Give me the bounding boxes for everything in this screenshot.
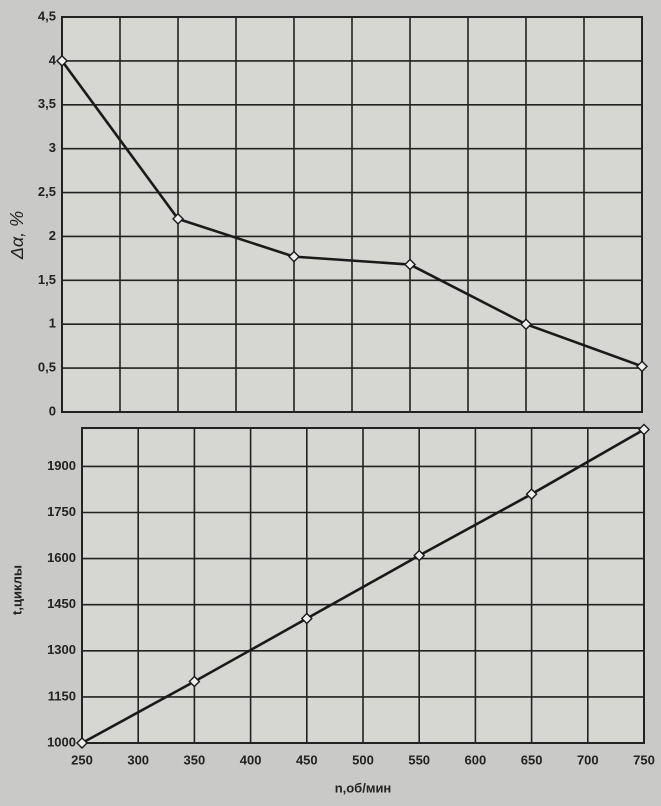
y-tick-label: 1450 (47, 596, 76, 611)
data-point (413, 549, 426, 562)
data-line (81, 428, 645, 745)
data-point (56, 54, 68, 67)
x-tick-label: 600 (465, 752, 487, 767)
y-tick-label: 1750 (47, 504, 76, 519)
y-tick-label: 3 (49, 140, 56, 155)
y-tick-label: 1,5 (38, 272, 56, 287)
data-line (60, 60, 643, 368)
data-point (525, 488, 538, 501)
data-point (520, 318, 532, 331)
x-tick-label: 750 (633, 752, 655, 767)
x-tick-label: 300 (127, 752, 149, 767)
data-point (172, 212, 184, 225)
y-axis-label: Δα, % (7, 211, 27, 260)
y-tick-label: 1150 (48, 688, 76, 703)
data-point (638, 423, 650, 436)
y-tick-label: 1900 (47, 458, 76, 473)
y-tick-label: 3,5 (38, 96, 56, 111)
y-tick-label: 1600 (47, 550, 76, 565)
y-tick-label: 0 (49, 403, 56, 418)
y-tick-label: 1000 (47, 734, 76, 749)
x-tick-label: 350 (184, 752, 206, 767)
x-tick-label: 250 (71, 752, 93, 767)
x-tick-label: 450 (296, 752, 318, 767)
y-tick-label: 0,5 (38, 360, 56, 375)
data-point (288, 250, 300, 263)
x-tick-label: 500 (352, 752, 374, 767)
y-axis-label: t,циклы (9, 565, 24, 615)
y-tick-label: 1 (49, 316, 56, 331)
y-tick-label: 4 (49, 52, 57, 67)
y-tick-label: 2 (49, 228, 56, 243)
data-point (300, 612, 313, 625)
x-tick-label: 700 (577, 752, 599, 767)
y-tick-label: 2,5 (38, 184, 56, 199)
x-tick-label: 650 (521, 752, 543, 767)
data-point (76, 737, 88, 749)
x-axis-label: n,об/мин (335, 780, 392, 795)
data-point (188, 675, 201, 688)
x-tick-label: 550 (408, 752, 430, 767)
data-point (636, 360, 648, 373)
x-tick-label: 400 (240, 752, 262, 767)
y-tick-label: 4,5 (38, 8, 56, 23)
y-tick-label: 1300 (47, 642, 76, 657)
data-point (404, 258, 416, 271)
